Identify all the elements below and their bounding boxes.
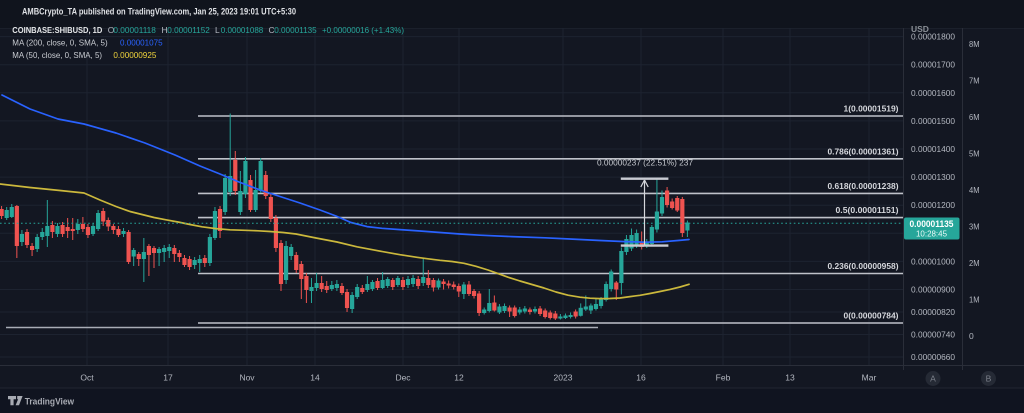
svg-text:0.00000660: 0.00000660 — [911, 352, 955, 362]
svg-text:0.00001300: 0.00001300 — [911, 172, 955, 182]
svg-text:H: H — [162, 25, 168, 35]
svg-text:MA (50, close, 0, SMA, 5): MA (50, close, 0, SMA, 5) — [12, 50, 102, 60]
svg-text:Dec: Dec — [395, 373, 411, 383]
svg-text:0.00001200: 0.00001200 — [911, 200, 955, 210]
svg-text:0.00001118: 0.00001118 — [113, 25, 156, 35]
svg-text:A: A — [930, 374, 936, 384]
svg-text:0.00001088: 0.00001088 — [221, 25, 264, 35]
svg-text:14: 14 — [310, 373, 320, 383]
svg-text:0.00001000: 0.00001000 — [911, 256, 955, 266]
svg-text:5M: 5M — [969, 149, 980, 159]
svg-text:6M: 6M — [969, 112, 980, 122]
svg-text:0.00000740: 0.00000740 — [911, 330, 955, 340]
svg-text:0.00001700: 0.00001700 — [911, 60, 955, 70]
svg-text:0.00000820: 0.00000820 — [911, 307, 955, 317]
svg-text:Mar: Mar — [862, 373, 877, 383]
svg-text:1M: 1M — [969, 295, 980, 305]
svg-text:0.00001152: 0.00001152 — [167, 25, 210, 35]
svg-text:0.00001135: 0.00001135 — [910, 219, 954, 229]
svg-text:10:28:45: 10:28:45 — [916, 229, 947, 239]
svg-text:AMBCrypto_TA published on Trad: AMBCrypto_TA published on TradingView.co… — [22, 7, 296, 17]
svg-text:0.00001075: 0.00001075 — [120, 38, 163, 48]
svg-text:O: O — [108, 25, 115, 35]
svg-text:0.00001800: 0.00001800 — [911, 32, 955, 42]
svg-text:12: 12 — [454, 373, 464, 383]
svg-text:0.00001400: 0.00001400 — [911, 144, 955, 154]
svg-text:0.00000237 (22.51%) 237: 0.00000237 (22.51%) 237 — [597, 158, 693, 168]
svg-text:0.00001135: 0.00001135 — [274, 25, 317, 35]
svg-text:8M: 8M — [969, 39, 980, 49]
svg-text:C: C — [269, 25, 275, 35]
svg-text:0.00001600: 0.00001600 — [911, 88, 955, 98]
svg-text:Feb: Feb — [716, 373, 731, 383]
svg-text:Nov: Nov — [239, 373, 255, 383]
svg-text:3M: 3M — [969, 222, 980, 232]
svg-text:0: 0 — [969, 331, 974, 341]
svg-text:7M: 7M — [969, 76, 980, 86]
svg-text:0.00000925: 0.00000925 — [113, 50, 156, 60]
svg-text:0.786(0.00001361): 0.786(0.00001361) — [828, 146, 899, 156]
svg-text:2M: 2M — [969, 258, 980, 268]
svg-text:+0.00000016 (+1.43%): +0.00000016 (+1.43%) — [322, 25, 404, 35]
svg-text:0.00001500: 0.00001500 — [911, 116, 955, 126]
svg-text:0.618(0.00001238): 0.618(0.00001238) — [828, 181, 899, 191]
svg-text:0(0.00000784): 0(0.00000784) — [844, 311, 899, 321]
svg-text:1(0.00001519): 1(0.00001519) — [844, 104, 899, 114]
svg-text:COINBASE:SHIBUSD, 1D: COINBASE:SHIBUSD, 1D — [12, 25, 102, 35]
svg-text:0.236(0.00000958): 0.236(0.00000958) — [828, 261, 899, 271]
svg-text:4M: 4M — [969, 185, 980, 195]
svg-text:L: L — [215, 25, 220, 35]
svg-text:0.00000900: 0.00000900 — [911, 285, 955, 295]
svg-text:16: 16 — [636, 373, 646, 383]
svg-text:17: 17 — [163, 373, 173, 383]
svg-text:0.5(0.00001151): 0.5(0.00001151) — [836, 205, 899, 215]
svg-text:B: B — [986, 374, 992, 384]
svg-text:MA (200, close, 0, SMA, 5): MA (200, close, 0, SMA, 5) — [12, 38, 108, 48]
svg-text:Oct: Oct — [80, 373, 94, 383]
svg-text:2023: 2023 — [554, 373, 573, 383]
svg-text:13: 13 — [785, 373, 795, 383]
svg-text:USD: USD — [911, 24, 929, 34]
svg-text:TradingView: TradingView — [25, 397, 75, 408]
